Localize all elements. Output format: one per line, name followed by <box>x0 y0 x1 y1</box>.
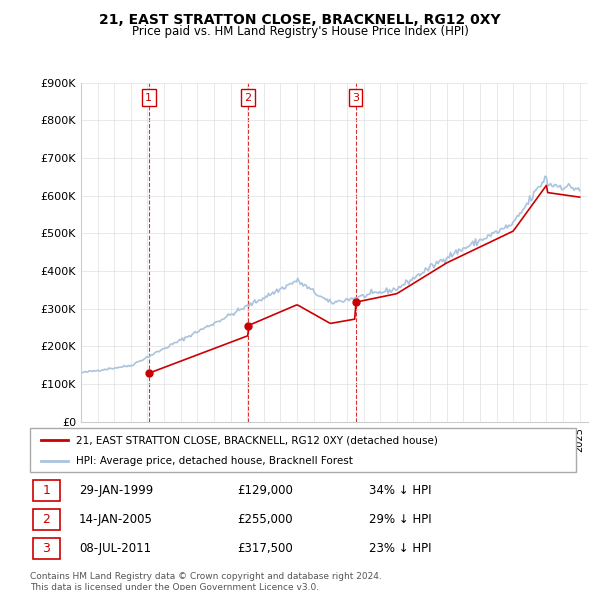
Text: 34% ↓ HPI: 34% ↓ HPI <box>368 484 431 497</box>
Text: 2: 2 <box>244 93 251 103</box>
Text: 14-JAN-2005: 14-JAN-2005 <box>79 513 153 526</box>
Text: 3: 3 <box>352 93 359 103</box>
Text: Price paid vs. HM Land Registry's House Price Index (HPI): Price paid vs. HM Land Registry's House … <box>131 25 469 38</box>
Text: 21, EAST STRATTON CLOSE, BRACKNELL, RG12 0XY (detached house): 21, EAST STRATTON CLOSE, BRACKNELL, RG12… <box>76 435 438 445</box>
Text: 21, EAST STRATTON CLOSE, BRACKNELL, RG12 0XY: 21, EAST STRATTON CLOSE, BRACKNELL, RG12… <box>99 13 501 27</box>
Text: 23% ↓ HPI: 23% ↓ HPI <box>368 542 431 555</box>
Text: 1: 1 <box>145 93 152 103</box>
FancyBboxPatch shape <box>33 539 60 559</box>
Text: HPI: Average price, detached house, Bracknell Forest: HPI: Average price, detached house, Brac… <box>76 456 353 466</box>
FancyBboxPatch shape <box>33 509 60 530</box>
Text: 2: 2 <box>43 513 50 526</box>
Text: £129,000: £129,000 <box>238 484 293 497</box>
Text: 08-JUL-2011: 08-JUL-2011 <box>79 542 151 555</box>
Text: Contains HM Land Registry data © Crown copyright and database right 2024.
This d: Contains HM Land Registry data © Crown c… <box>30 572 382 590</box>
Text: 1: 1 <box>43 484 50 497</box>
Text: 29-JAN-1999: 29-JAN-1999 <box>79 484 154 497</box>
Text: £255,000: £255,000 <box>238 513 293 526</box>
Text: 29% ↓ HPI: 29% ↓ HPI <box>368 513 431 526</box>
Text: £317,500: £317,500 <box>238 542 293 555</box>
FancyBboxPatch shape <box>33 480 60 501</box>
FancyBboxPatch shape <box>30 428 576 472</box>
Text: 3: 3 <box>43 542 50 555</box>
